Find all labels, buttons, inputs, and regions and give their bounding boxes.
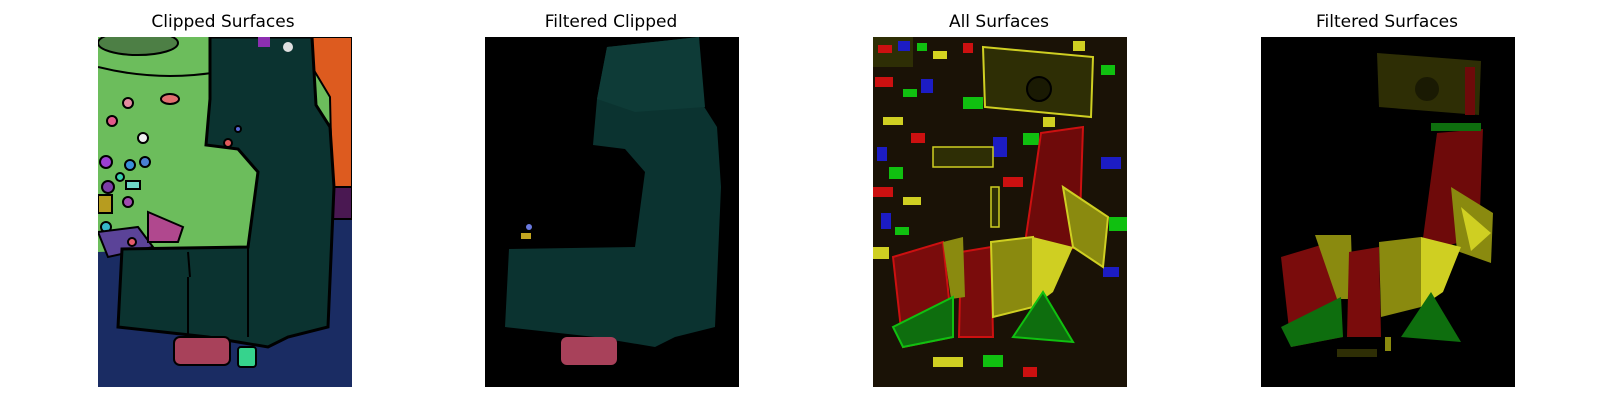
image-filtered-surfaces bbox=[1261, 37, 1515, 387]
panel-title-filtered-clipped: Filtered Clipped bbox=[544, 12, 678, 32]
panel-title-clipped-surfaces: Clipped Surfaces bbox=[151, 12, 295, 32]
image-clipped-surfaces bbox=[98, 37, 352, 387]
panel-title-filtered-surfaces: Filtered Surfaces bbox=[1315, 12, 1458, 32]
image-all-surfaces bbox=[873, 37, 1127, 387]
image-filtered-clipped bbox=[485, 37, 739, 387]
panel-title-all-surfaces: All Surfaces bbox=[948, 12, 1050, 32]
